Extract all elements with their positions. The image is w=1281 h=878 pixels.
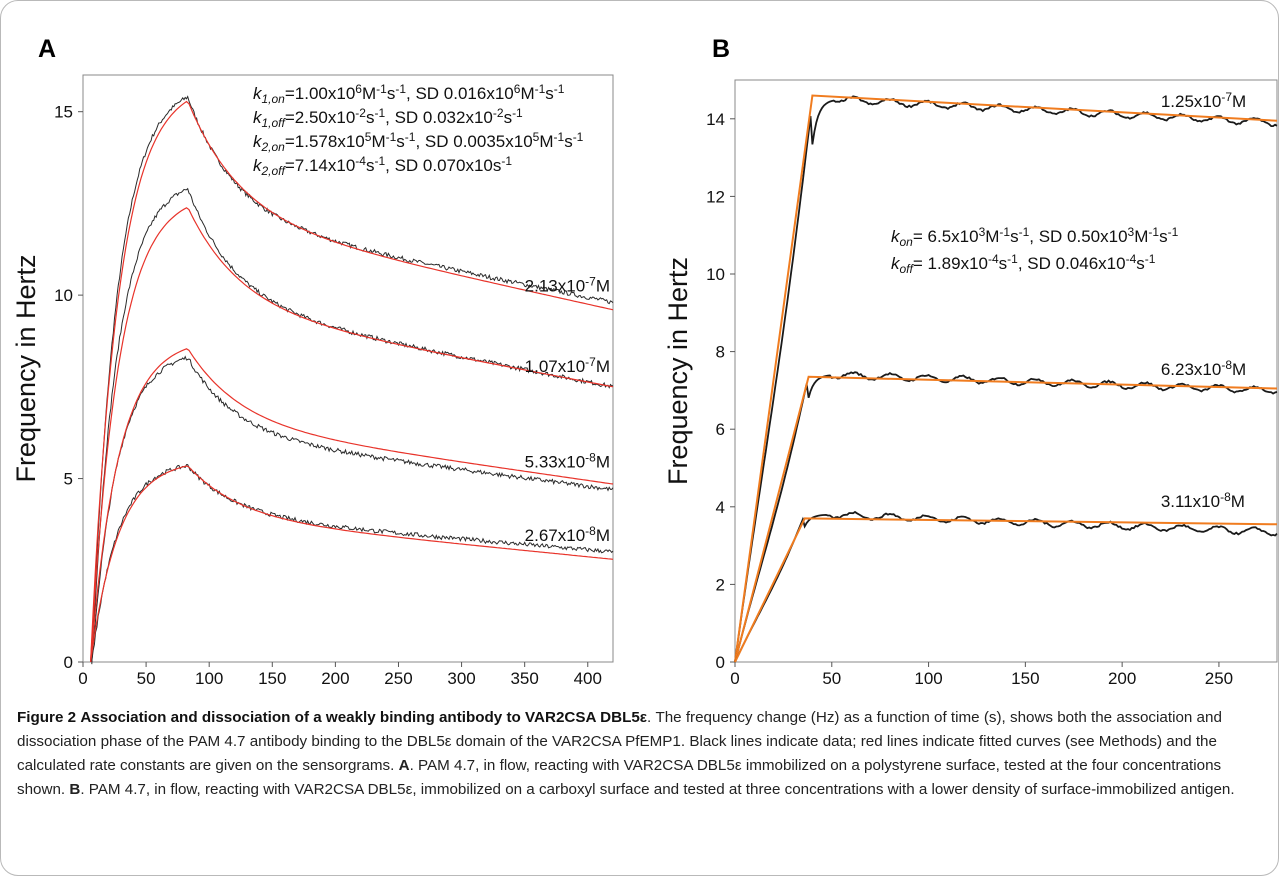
series-label: 5.33x10-8M [525,451,610,472]
y-tick-label: 12 [706,187,725,206]
x-tick-label: 200 [321,669,349,688]
y-tick-label: 8 [716,343,725,362]
y-tick-label: 15 [54,103,73,122]
caption-sentence-1: . The frequency change (Hz) as a functio… [17,709,1222,774]
x-tick-label: 150 [1011,669,1039,688]
series-label: 2.13x10-7M [525,274,610,295]
x-tick-label: 250 [384,669,412,688]
y-axis-title: Frequency in Hertz [11,254,41,482]
rate-constant-label: k2,off=7.14x10-4s-1, SD 0.070x10s-1 [253,154,512,178]
data-curve [91,95,614,665]
x-tick-label: 0 [730,669,739,688]
series-label: 1.07x10-7M [525,355,610,376]
rate-constant-label: koff= 1.89x10-4s-1, SD 0.046x10-4s-1 [891,252,1156,276]
y-tick-label: 6 [716,420,725,439]
x-tick-label: 200 [1108,669,1136,688]
x-tick-label: 400 [574,669,602,688]
fit-curve [90,348,614,663]
x-tick-label: 350 [510,669,538,688]
y-tick-label: 10 [706,265,725,284]
data-curve [91,355,614,661]
series-label: 6.23x10-8M [1161,358,1246,379]
chart-panel-a: 050100150200250300350400051015Time in se… [11,74,614,688]
data-curve [734,510,1278,663]
caption-a-label: A [398,757,410,774]
x-tick-label: 300 [447,669,475,688]
caption-a-text: . PAM 4.7, in flow, reacting with VAR2CS… [17,757,1222,798]
y-tick-label: 14 [706,110,725,129]
panel-label-a: A [38,35,56,63]
fit-curve [734,517,1278,663]
data-curve [91,464,614,662]
figure-svg: A B 050100150200250300350400051015Time i… [11,35,1278,688]
series-label: 1.25x10-7M [1161,90,1246,111]
panel-label-b: B [712,35,730,63]
x-tick-label: 50 [137,669,156,688]
data-curve [91,187,613,662]
fit-curve [90,100,614,663]
fit-curve [90,207,614,663]
y-axis-title: Frequency in Hertz [663,257,693,485]
x-tick-label: 150 [258,669,286,688]
rate-constant-label: k2,on=1.578x105M-1s-1, SD 0.0035x105M-1s… [253,130,584,154]
plot-frame [734,79,1278,663]
caption-b-label: B [69,781,81,798]
series-label: 3.11x10-8M [1161,490,1245,511]
fit-curve [734,94,1278,663]
plot-frame [82,74,614,663]
y-tick-label: 5 [64,470,73,489]
x-tick-label: 100 [914,669,942,688]
y-tick-label: 0 [64,653,73,672]
x-tick-label: 0 [78,669,87,688]
x-tick-label: 100 [195,669,223,688]
fit-curve [734,375,1278,663]
caption-figure-label: Figure 2 [17,709,77,726]
y-tick-label: 2 [716,575,725,594]
x-tick-label: 50 [822,669,841,688]
y-tick-label: 0 [716,653,725,672]
x-tick-label: 250 [1205,669,1233,688]
caption-title: Association and dissociation of a weakly… [80,709,647,726]
figure-caption: Figure 2 Association and dissociation of… [17,706,1267,802]
chart-panel-b: 05010015020025002468101214Time in second… [663,79,1278,688]
series-label: 2.67x10-8M [525,524,610,545]
caption-b-text: . PAM 4.7, in flow, reacting with VAR2CS… [80,781,1235,798]
rate-constant-label: kon= 6.5x103M-1s-1, SD 0.50x103M-1s-1 [891,225,1179,249]
fit-curve [90,465,614,663]
rate-constant-label: k1,on=1.00x106M-1s-1, SD 0.016x106M-1s-1 [253,82,565,106]
rate-constant-label: k1,off=2.50x10-2s-1, SD 0.032x10-2s-1 [253,106,523,130]
y-tick-label: 10 [54,286,73,305]
y-tick-label: 4 [716,498,725,517]
